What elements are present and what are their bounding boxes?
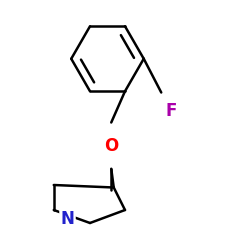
Text: O: O [104, 137, 118, 155]
Text: F: F [166, 102, 177, 120]
Text: N: N [60, 210, 74, 228]
